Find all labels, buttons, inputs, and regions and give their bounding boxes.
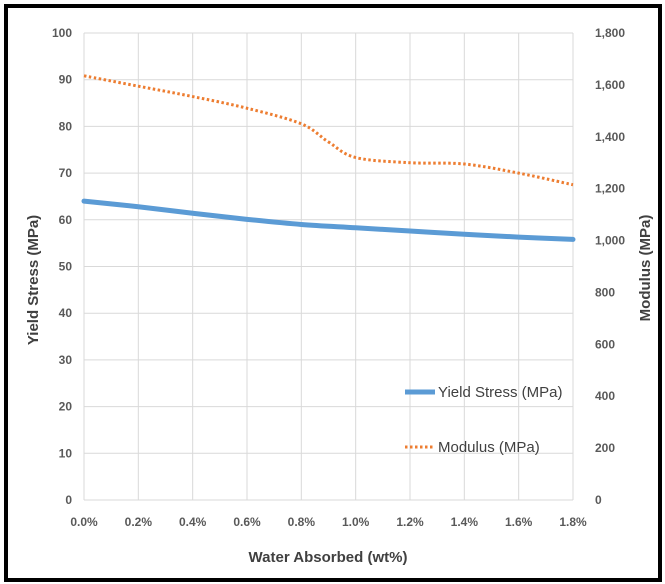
legend: Yield Stress (MPa) Modulus (MPa) bbox=[405, 384, 562, 456]
x-tick-label: 0.8% bbox=[288, 515, 316, 529]
x-tick-label: 1.2% bbox=[396, 515, 424, 529]
y2-tick-label: 1,200 bbox=[595, 182, 625, 196]
yield-stress-line bbox=[81, 198, 576, 242]
series-lines bbox=[81, 74, 576, 242]
x-tick-label: 0.4% bbox=[179, 515, 207, 529]
y-axis-tick-labels: 0 10 20 30 40 50 60 70 80 90 100 bbox=[52, 26, 72, 507]
y2-tick-label: 1,000 bbox=[595, 234, 625, 248]
y-tick-label: 90 bbox=[59, 73, 73, 87]
y-tick-label: 100 bbox=[52, 26, 72, 40]
modulus-line bbox=[83, 74, 574, 187]
y-tick-label: 20 bbox=[59, 400, 73, 414]
y2-tick-label: 1,400 bbox=[595, 130, 625, 144]
y-tick-label: 10 bbox=[59, 446, 73, 460]
y-tick-label: 80 bbox=[59, 119, 73, 133]
x-axis-tick-labels: 0.0% 0.2% 0.4% 0.6% 0.8% 1.0% 1.2% 1.4% 1.6% 1.8% bbox=[70, 515, 587, 529]
y2-tick-label: 200 bbox=[595, 441, 615, 455]
y2-tick-label: 400 bbox=[595, 389, 615, 403]
y2-tick-label: 1,800 bbox=[595, 26, 625, 40]
y2-tick-label: 600 bbox=[595, 337, 615, 351]
x-tick-label: 1.6% bbox=[505, 515, 533, 529]
chart-frame bbox=[4, 4, 662, 582]
y-tick-label: 70 bbox=[59, 166, 73, 180]
y2-tick-label: 1,600 bbox=[595, 78, 625, 92]
x-tick-label: 0.6% bbox=[233, 515, 261, 529]
gridlines bbox=[83, 32, 574, 501]
y-axis-title: Yield Stress (MPa) bbox=[25, 215, 42, 345]
y-tick-label: 30 bbox=[59, 353, 73, 367]
y2-axis-tick-labels: 0 200 400 600 800 1,000 1,200 1,400 1,600 1,800 bbox=[595, 26, 625, 507]
x-axis-title: Water Absorbed (wt%) bbox=[249, 549, 408, 566]
x-tick-label: 1.0% bbox=[342, 515, 370, 529]
y-tick-label: 50 bbox=[59, 260, 73, 274]
y2-tick-label: 0 bbox=[595, 493, 602, 507]
x-tick-label: 1.4% bbox=[451, 515, 479, 529]
x-tick-label: 0.0% bbox=[70, 515, 98, 529]
x-tick-label: 0.2% bbox=[125, 515, 153, 529]
legend-label-modulus: Modulus (MPa) bbox=[438, 439, 540, 456]
y2-tick-label: 800 bbox=[595, 285, 615, 299]
legend-label-yield-stress: Yield Stress (MPa) bbox=[438, 384, 562, 401]
y-tick-label: 60 bbox=[59, 213, 73, 227]
y-tick-label: 40 bbox=[59, 306, 73, 320]
y2-axis-title: Modulus (MPa) bbox=[637, 215, 654, 322]
y-tick-label: 0 bbox=[65, 493, 72, 507]
x-tick-label: 1.8% bbox=[559, 515, 587, 529]
